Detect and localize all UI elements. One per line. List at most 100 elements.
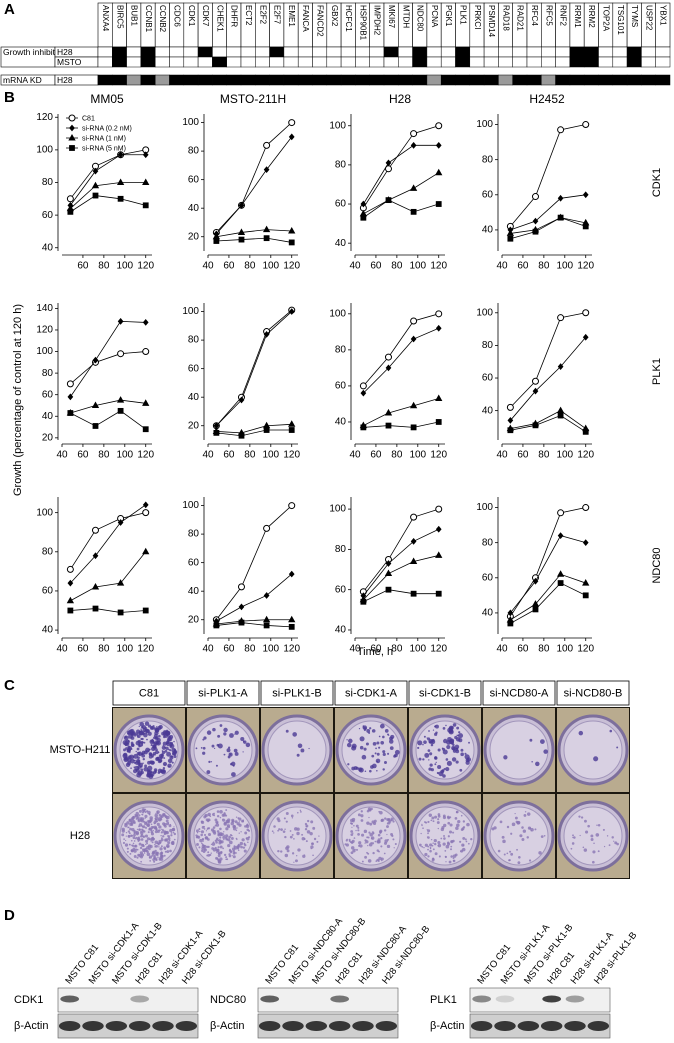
colony <box>424 752 430 758</box>
colony <box>237 849 240 852</box>
colony <box>361 860 364 863</box>
colony <box>452 857 455 860</box>
colony <box>153 860 156 863</box>
gene-label: E2F2 <box>258 5 267 25</box>
legend-marker <box>68 133 76 141</box>
cell <box>412 56 428 68</box>
cell <box>383 56 399 68</box>
colony <box>350 830 354 833</box>
marker <box>288 570 295 578</box>
column-header-cell <box>112 680 186 706</box>
cell <box>312 56 328 68</box>
cell <box>626 46 642 58</box>
colony <box>142 741 144 744</box>
colony <box>312 854 314 857</box>
x-tick-label: 40 <box>496 644 508 655</box>
gene-label: GBX2 <box>330 5 339 27</box>
colony <box>226 824 231 828</box>
colony <box>122 841 126 845</box>
y-tick-label: 40 <box>335 417 347 428</box>
cell <box>255 46 270 58</box>
colony <box>223 834 226 836</box>
colony <box>146 852 151 857</box>
y-tick-label: 40 <box>42 411 54 422</box>
colony <box>428 730 430 732</box>
marker <box>557 580 564 586</box>
colony <box>133 821 136 825</box>
colony <box>436 821 440 824</box>
dish-inner <box>193 720 253 780</box>
marker <box>263 524 271 532</box>
marker <box>410 130 418 138</box>
marker <box>67 579 74 587</box>
cell <box>440 56 456 68</box>
colony <box>221 813 225 817</box>
y-tick-label: 80 <box>188 335 200 346</box>
colony <box>222 818 224 821</box>
colony <box>164 730 167 733</box>
series-line <box>363 327 439 394</box>
x-axis-label: Time, h <box>357 646 393 658</box>
colony <box>306 819 310 823</box>
colony <box>455 737 461 742</box>
colony <box>144 834 148 838</box>
x-tick-label: 80 <box>391 450 403 461</box>
colony <box>132 842 135 845</box>
colony <box>225 856 228 859</box>
colony <box>310 845 314 849</box>
colony <box>146 837 151 841</box>
series-line <box>510 507 586 617</box>
cell <box>369 74 385 86</box>
colony <box>442 842 446 846</box>
colony <box>204 834 206 836</box>
colony <box>432 848 435 851</box>
marker <box>582 333 589 341</box>
colony <box>137 739 142 744</box>
marker <box>557 363 564 370</box>
colony <box>290 814 294 818</box>
colony <box>456 726 460 730</box>
cell <box>255 74 270 86</box>
colony <box>377 839 381 844</box>
colony <box>155 844 158 848</box>
colony <box>441 747 444 750</box>
chart-title: H2452 <box>529 92 565 106</box>
colony <box>360 810 363 813</box>
colony <box>366 836 369 839</box>
x-tick-label: 120 <box>577 644 594 655</box>
colony <box>157 856 159 859</box>
cell <box>498 46 513 58</box>
marker <box>263 331 270 338</box>
colony <box>427 848 429 851</box>
colony <box>196 843 199 846</box>
marker <box>435 201 442 207</box>
cell <box>269 46 285 58</box>
marker <box>142 319 149 326</box>
marker <box>262 615 271 623</box>
cell <box>183 56 199 68</box>
x-tick-label: 60 <box>517 261 529 272</box>
colony <box>164 815 168 819</box>
colony <box>237 817 240 820</box>
colony <box>158 829 161 832</box>
colony <box>138 828 141 831</box>
colony <box>223 822 227 826</box>
colony <box>231 855 233 857</box>
colony <box>146 810 149 813</box>
series-line <box>363 199 439 219</box>
colony <box>243 849 247 853</box>
colony <box>138 814 141 817</box>
colony <box>214 846 217 850</box>
marker <box>557 532 564 540</box>
colony <box>155 812 157 814</box>
colony <box>226 748 231 753</box>
colony <box>608 844 611 847</box>
marker <box>556 570 565 577</box>
colony <box>291 817 294 819</box>
colony <box>223 831 225 833</box>
marker <box>532 577 539 585</box>
marker <box>117 519 124 526</box>
colony <box>212 826 216 829</box>
blot-target-label: NDC80 <box>210 994 246 1006</box>
